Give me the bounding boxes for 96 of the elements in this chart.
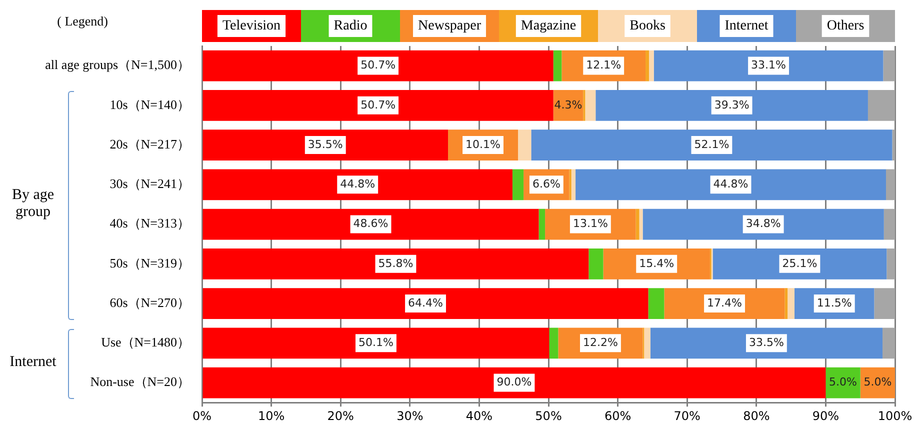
- bar: [646, 50, 649, 82]
- data-label: 50.7%: [360, 58, 396, 72]
- x-tick-label: 100%: [878, 408, 912, 423]
- y-tick-label: 10s（N=140）: [110, 96, 190, 112]
- data-label: 34.8%: [746, 217, 781, 230]
- x-tick-label: 20%: [327, 408, 354, 423]
- bar: [886, 248, 895, 280]
- text: Magazine: [520, 18, 576, 34]
- data-label: 12.2%: [583, 336, 618, 350]
- bar: [884, 208, 895, 240]
- x-tick-label: 60%: [604, 408, 632, 423]
- bar: [826, 367, 860, 398]
- x-tick-label: 30%: [396, 408, 424, 423]
- y-tick-label: all age groups（N=1,500）: [45, 57, 190, 72]
- series-label: Books: [630, 18, 666, 34]
- y-tick-label: 30s（N=241）: [110, 176, 190, 192]
- bar: [538, 208, 546, 240]
- x-tick-label: 0%: [192, 408, 212, 423]
- y-tick-label: 60s（N=270）: [110, 294, 190, 310]
- bar: [874, 288, 895, 319]
- bar: [868, 90, 895, 121]
- bar: [202, 288, 648, 319]
- bar: [784, 288, 788, 319]
- bar: [549, 328, 558, 359]
- data-label: 44.8%: [340, 178, 376, 191]
- x-tick-label: 50%: [535, 408, 562, 423]
- bar: [202, 248, 589, 280]
- text: Newspaper: [418, 18, 482, 34]
- y-tick-label: Use（N=1480）: [101, 334, 190, 350]
- text: Radio: [334, 18, 368, 34]
- series-label: Others: [826, 18, 864, 34]
- bar: [202, 208, 539, 240]
- data-label: 50.7%: [360, 98, 396, 112]
- x-tick-label: 40%: [466, 408, 493, 423]
- bar: [202, 90, 554, 121]
- data-label: 12.1%: [586, 58, 622, 72]
- data-label: 5.0%: [829, 376, 857, 389]
- text: By age group: [10, 187, 56, 222]
- bar: [642, 208, 884, 240]
- bar: [202, 367, 826, 398]
- bar: [512, 169, 524, 200]
- x-tick-label: 70%: [674, 408, 700, 423]
- bar: [648, 288, 664, 319]
- data-label: 55.8%: [378, 256, 414, 270]
- data-label: 13.1%: [572, 217, 608, 230]
- series-label: Television: [222, 18, 281, 34]
- bar: [644, 328, 650, 359]
- bar: [531, 130, 892, 161]
- data-label: 44.8%: [713, 178, 748, 191]
- bar: [553, 50, 562, 82]
- bar: [588, 248, 604, 280]
- bar: [654, 50, 884, 82]
- bar: [886, 169, 895, 200]
- bar: [636, 208, 640, 240]
- data-label: 39.3%: [714, 98, 750, 112]
- bar: [202, 169, 512, 200]
- data-label: 15.4%: [639, 256, 674, 270]
- data-label: 35.5%: [308, 138, 343, 151]
- bar: [883, 50, 895, 82]
- y-tick-label: 50s（N=319）: [110, 255, 190, 270]
- bar: [202, 328, 550, 359]
- data-label: 64.4%: [408, 296, 443, 310]
- data-label: 10.1%: [466, 138, 500, 151]
- data-label: 90.0%: [496, 376, 532, 389]
- bar: [882, 328, 895, 359]
- text: Internet: [8, 354, 58, 371]
- bar: [648, 50, 654, 82]
- x-tick-label: 90%: [812, 408, 840, 423]
- x-tick-label: 10%: [258, 408, 285, 423]
- data-label: 48.6%: [353, 217, 388, 230]
- bar: [518, 130, 532, 161]
- series-label: Internet: [724, 18, 768, 34]
- y-tick-label: Non-use（N=20）: [90, 374, 190, 390]
- y-tick-label: 40s（N=313）: [110, 216, 190, 231]
- data-label: 11.5%: [816, 296, 852, 310]
- data-label: 6.6%: [532, 178, 560, 191]
- data-label: 50.1%: [358, 336, 394, 350]
- x-tick-label: 80%: [743, 408, 770, 423]
- data-label: 33.1%: [751, 58, 786, 72]
- bar: [788, 288, 795, 319]
- bar: [576, 169, 886, 200]
- data-label: 33.5%: [748, 336, 784, 350]
- bar: [202, 50, 554, 82]
- bar: [596, 90, 868, 121]
- data-label: 17.4%: [707, 296, 742, 310]
- data-label: 5.0%: [864, 376, 892, 389]
- data-label: 25.1%: [782, 256, 818, 270]
- legend-title: ( Legend): [57, 13, 108, 28]
- bar: [585, 90, 596, 121]
- bar: [892, 130, 895, 161]
- y-tick-label: 20s（N=217）: [110, 136, 190, 152]
- bar: [650, 328, 883, 359]
- data-label: 52.1%: [694, 138, 730, 151]
- bar: [202, 130, 448, 161]
- data-label: 4.3%: [554, 98, 582, 112]
- bar: [571, 169, 576, 200]
